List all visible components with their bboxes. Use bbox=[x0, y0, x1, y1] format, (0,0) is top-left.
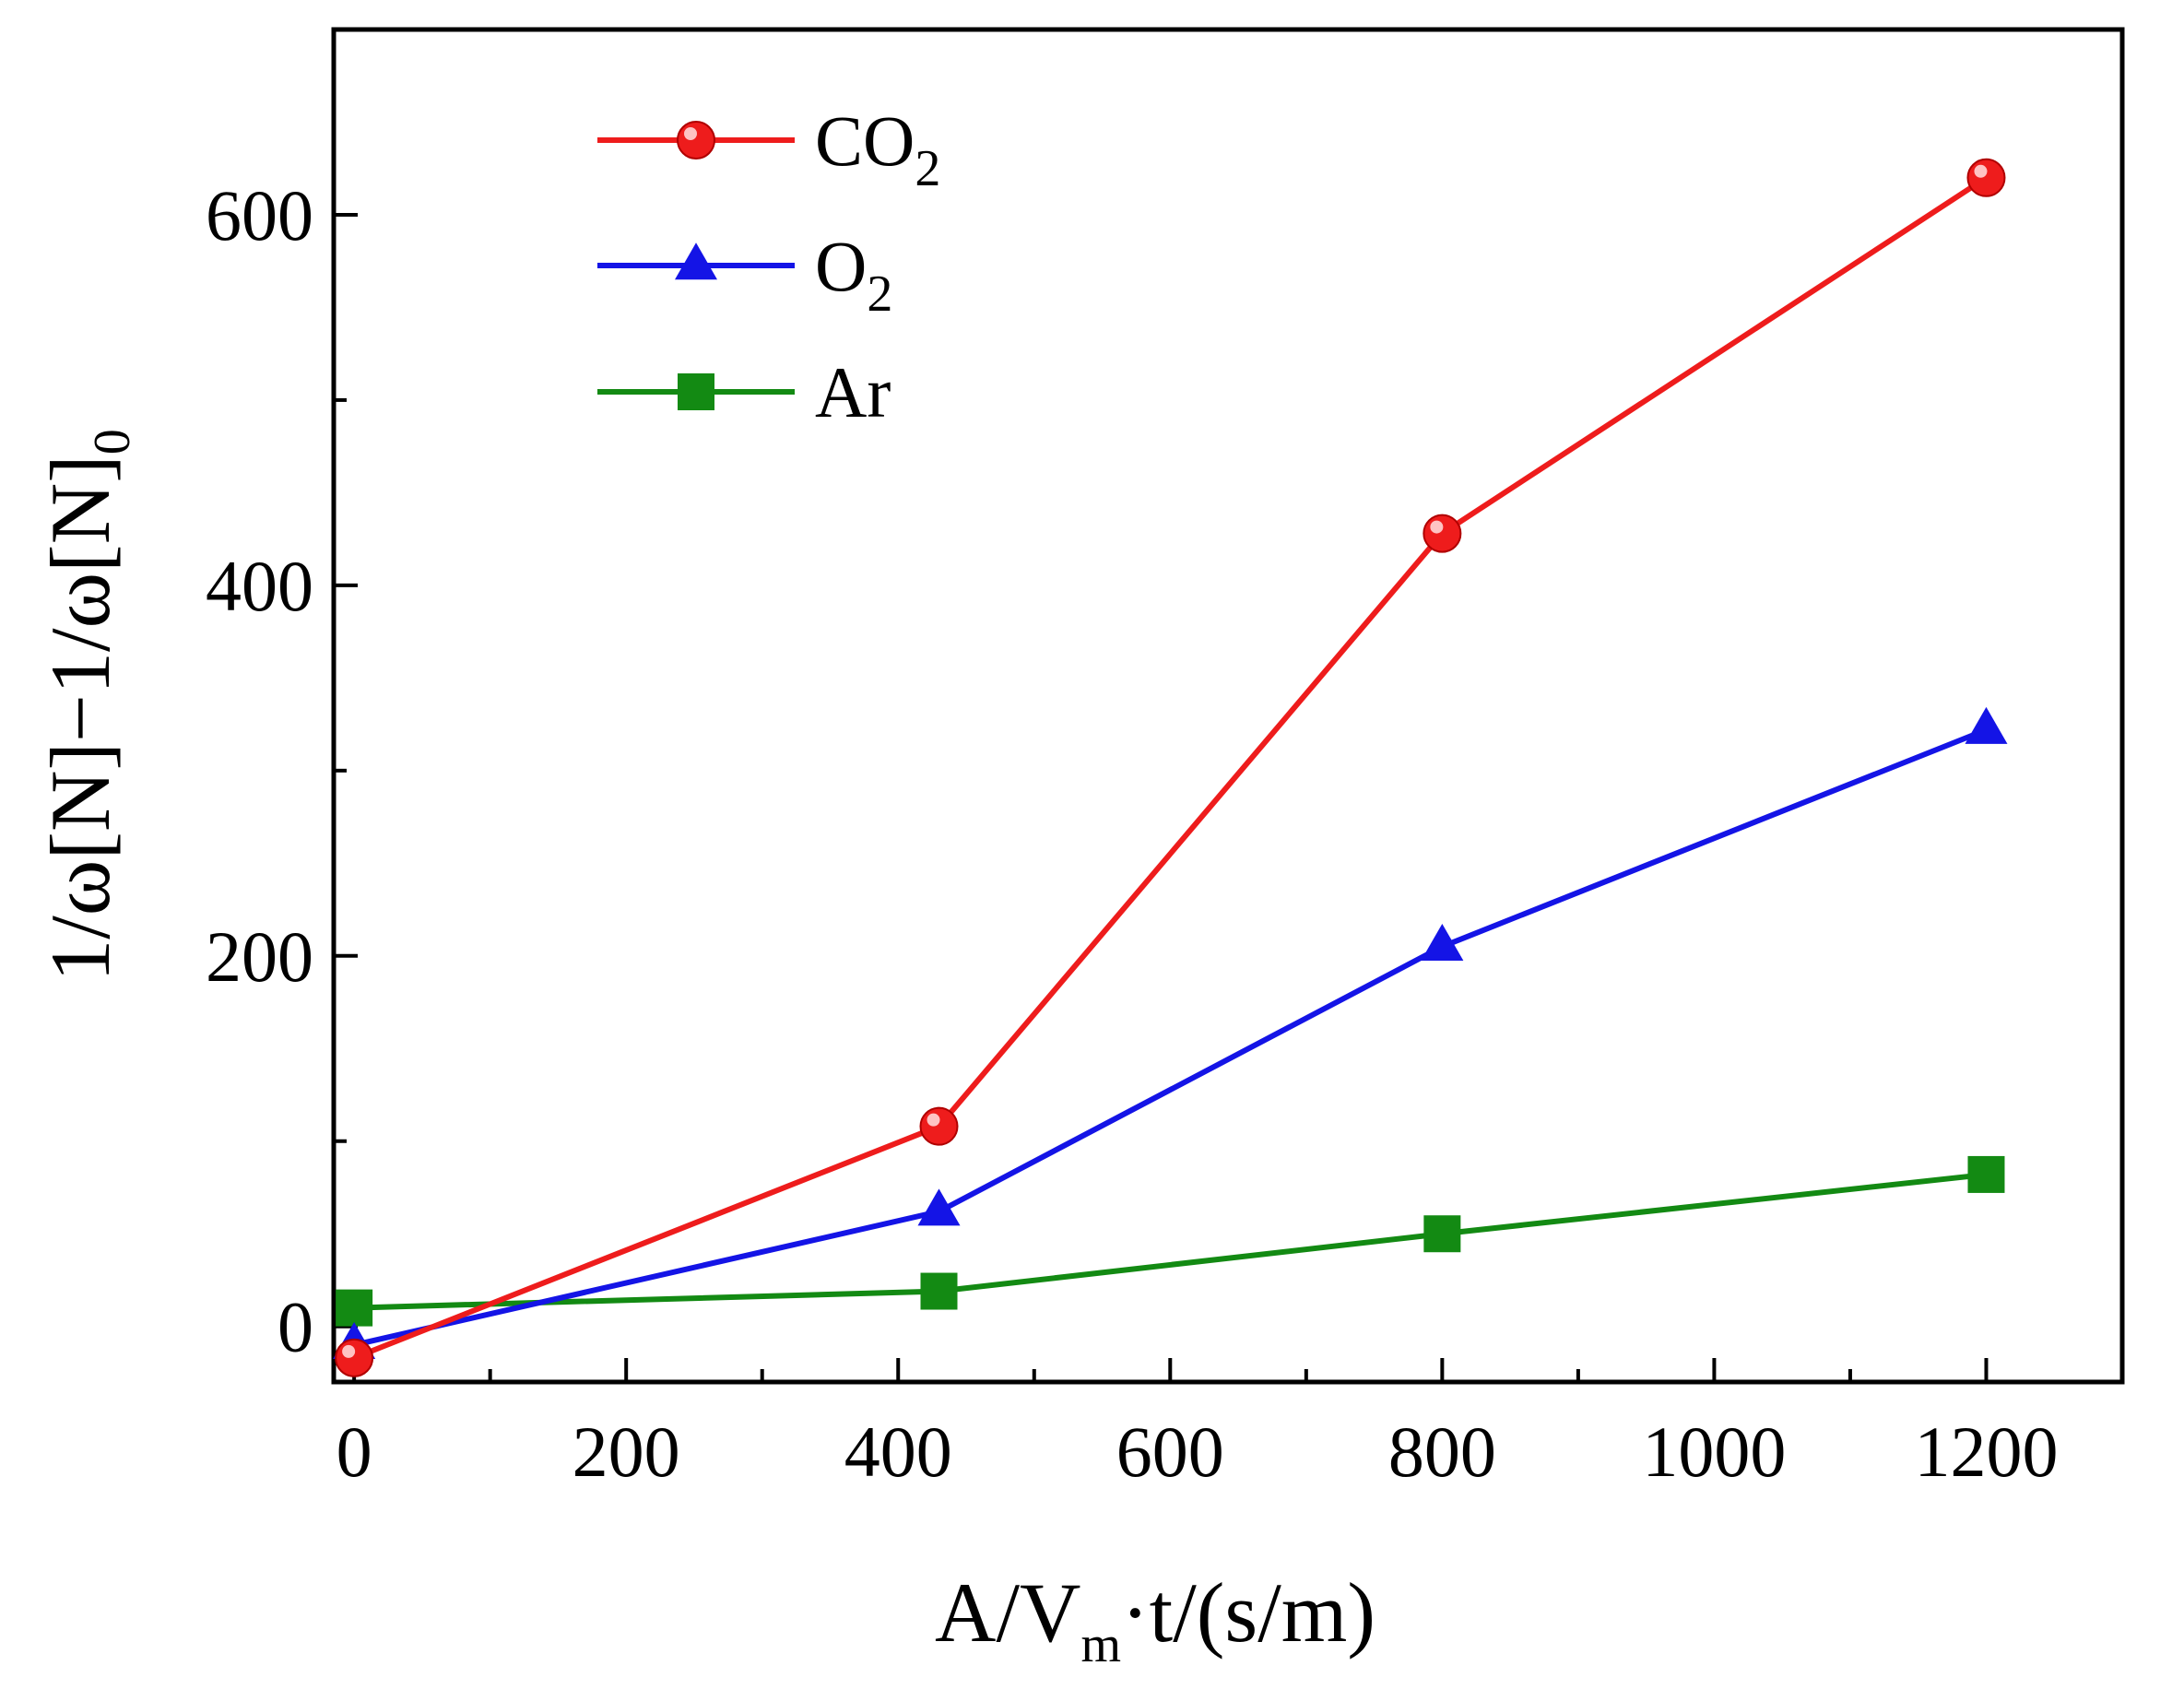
x-tick-label: 600 bbox=[1116, 1412, 1224, 1492]
legend-item-co2: CO2 bbox=[597, 100, 940, 197]
series-co2 bbox=[335, 158, 2006, 1377]
plot-frame bbox=[331, 27, 2125, 1385]
x-tick-label: 800 bbox=[1388, 1412, 1496, 1492]
data-point-highlight bbox=[1430, 520, 1444, 534]
series-layer bbox=[333, 158, 2008, 1377]
y-tick-label: 200 bbox=[206, 916, 313, 997]
data-point bbox=[1966, 158, 2006, 197]
y-axis-title: 1/ω[N]−1/ω[N]0 bbox=[33, 429, 141, 982]
data-point-highlight bbox=[927, 1113, 940, 1127]
x-axis-title: A/Vm·t/(s/m) bbox=[935, 1565, 1375, 1673]
legend: CO2 O2 Ar bbox=[597, 100, 940, 432]
data-point bbox=[1423, 1215, 1461, 1253]
data-point bbox=[1967, 1155, 2005, 1193]
data-point bbox=[1423, 514, 1462, 553]
x-tick-label: 1000 bbox=[1642, 1412, 1786, 1492]
axis-ticks: 0 200 400 600 800 1000 1200 0 200 400 600 bbox=[206, 175, 2058, 1492]
data-point bbox=[335, 1338, 374, 1377]
x-tick-label: 1200 bbox=[1914, 1412, 2058, 1492]
y-tick-label: 400 bbox=[206, 546, 313, 626]
legend-marker bbox=[678, 373, 714, 410]
legend-marker bbox=[677, 121, 715, 159]
x-tick-label: 200 bbox=[573, 1412, 680, 1492]
data-point bbox=[917, 1188, 961, 1226]
data-point bbox=[1421, 923, 1464, 961]
series-line bbox=[353, 175, 1989, 1361]
series-line bbox=[354, 1171, 1987, 1311]
legend-label: CO2 bbox=[815, 100, 940, 197]
series-o2 bbox=[333, 706, 2008, 1360]
y-tick-label: 0 bbox=[277, 1287, 313, 1367]
legend-item-ar: Ar bbox=[597, 352, 891, 432]
legend-label: Ar bbox=[815, 352, 891, 432]
data-point bbox=[919, 1106, 959, 1146]
x-tick-label: 0 bbox=[336, 1412, 372, 1492]
series-line bbox=[353, 726, 1988, 1348]
data-point bbox=[920, 1272, 958, 1310]
legend-marker bbox=[675, 242, 717, 280]
legend-marker-highlight bbox=[684, 127, 697, 140]
x-tick-label: 400 bbox=[844, 1412, 952, 1492]
data-point-highlight bbox=[342, 1344, 356, 1358]
data-point bbox=[1965, 706, 2008, 744]
data-point-highlight bbox=[1974, 164, 1988, 178]
data-point bbox=[336, 1289, 373, 1327]
series-ar bbox=[336, 1155, 2005, 1327]
legend-item-o2: O2 bbox=[597, 226, 892, 323]
legend-label: O2 bbox=[815, 226, 892, 323]
y-tick-label: 600 bbox=[206, 175, 313, 255]
